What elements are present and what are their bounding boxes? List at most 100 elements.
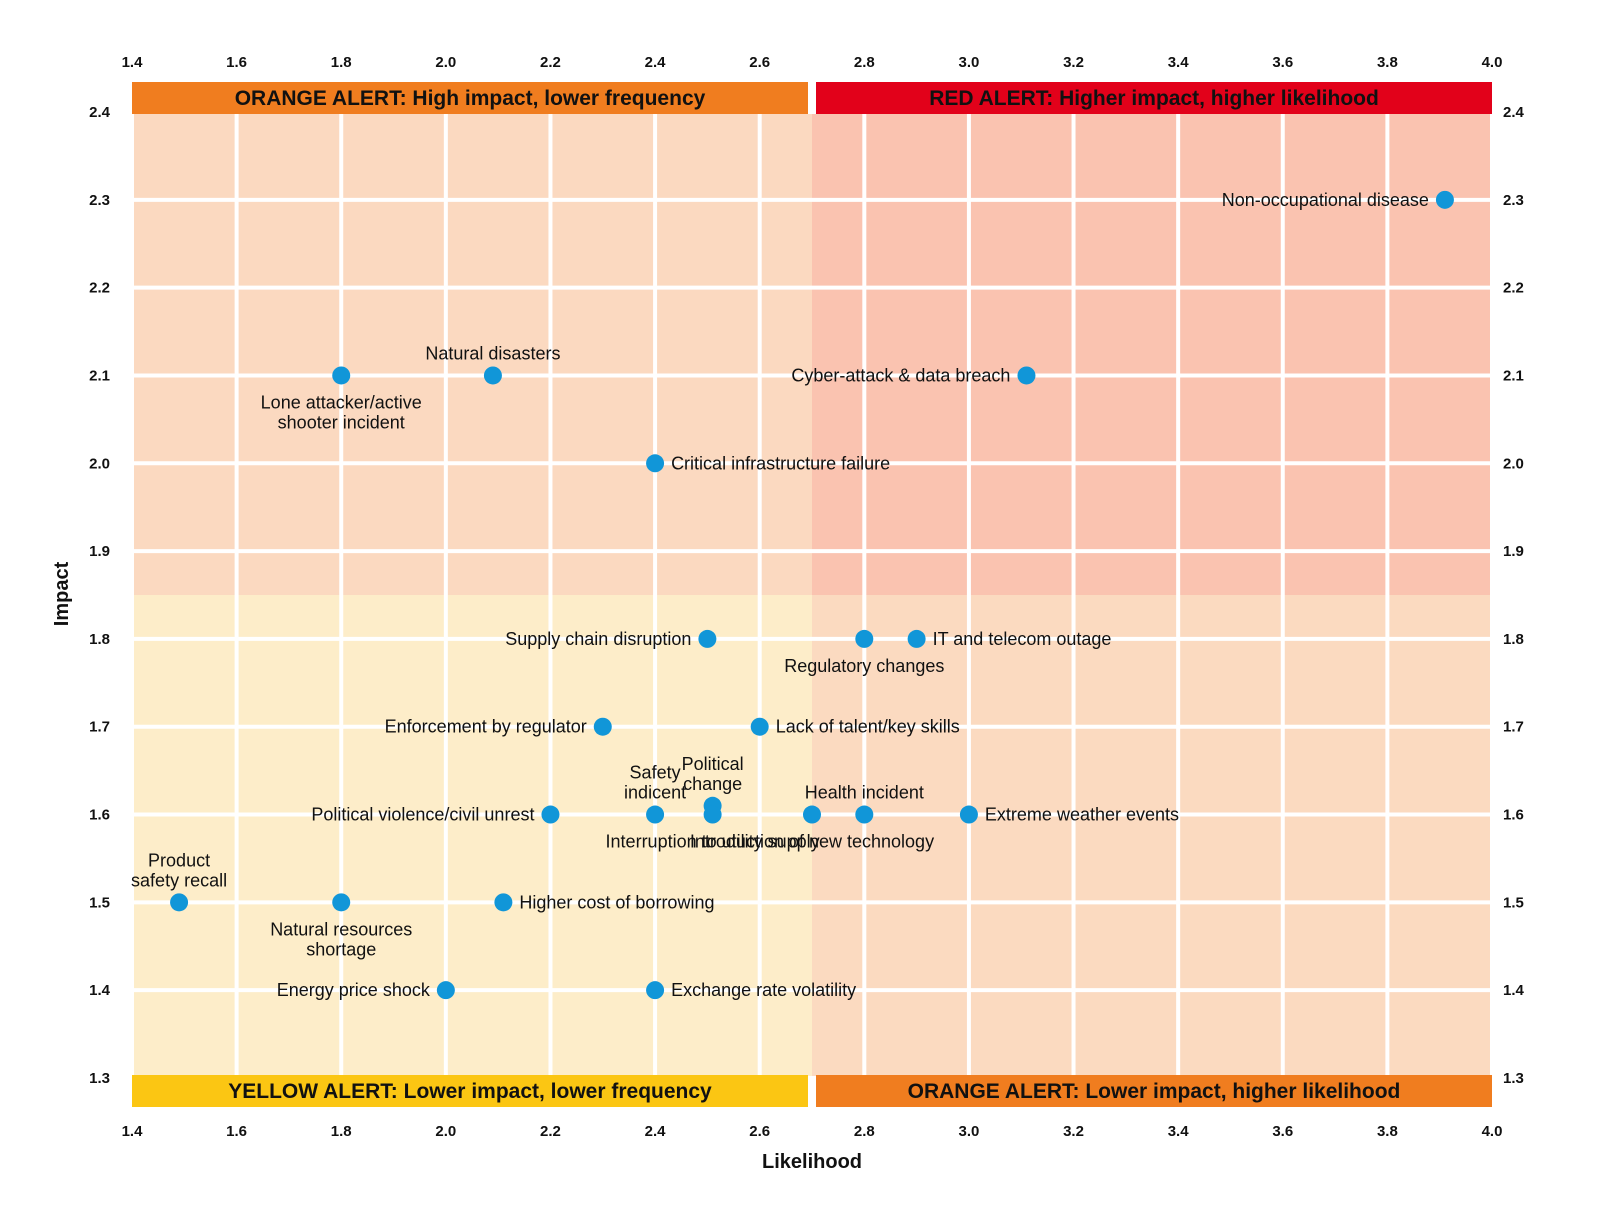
y-tick-label-right: 1.7: [1503, 719, 1524, 736]
data-point: [750, 717, 769, 736]
quadrant-top-right: [812, 112, 1492, 595]
x-tick-label-top: 3.6: [1272, 54, 1293, 71]
y-tick-label-left: 1.4: [89, 982, 111, 999]
y-tick-label-right: 1.8: [1503, 631, 1524, 648]
y-tick-label-left: 1.6: [89, 807, 110, 824]
quadrant-bottom-right: [812, 595, 1492, 1078]
quadrant-bottom-left: [132, 595, 812, 1078]
data-point-label-line: Political violence/civil unrest: [311, 805, 534, 825]
data-point-label-line: indicent: [624, 783, 686, 803]
y-tick-label-right: 2.1: [1503, 367, 1524, 384]
data-point: [646, 805, 665, 824]
data-point: [803, 805, 821, 824]
data-point-label: Enforcement by regulator: [385, 717, 587, 737]
x-tick-label-bottom: 4.0: [1482, 1123, 1503, 1140]
data-point: [332, 893, 351, 912]
data-point-label-line: Exchange rate volatility: [671, 980, 856, 1000]
data-point: [170, 893, 189, 912]
x-tick-label-top: 1.8: [331, 54, 352, 71]
data-point-label: Critical infrastructure failure: [671, 453, 890, 473]
data-point: [541, 805, 560, 824]
data-point-label: Product safety recall: [131, 850, 227, 890]
data-point-label-line: Political: [682, 754, 744, 774]
data-point-label-line: Energy price shock: [277, 980, 431, 1000]
data-points: Non-occupational disease Natural disaster…: [131, 190, 1454, 1000]
data-point-label: Higher cost of borrowing: [519, 892, 714, 912]
x-tick-label-bottom: 2.0: [435, 1123, 456, 1140]
alert-banner-text: ORANGE ALERT: High impact, lower frequen…: [235, 87, 706, 110]
x-tick-label-top: 3.2: [1063, 54, 1084, 71]
x-tick-label-top: 3.0: [958, 54, 979, 71]
data-point-label-line: Supply chain disruption: [505, 629, 691, 649]
y-tick-label-right: 2.2: [1503, 280, 1524, 297]
alert-banner-bottom-left: [132, 1075, 808, 1107]
x-tick-label-top: 2.2: [540, 54, 561, 71]
y-tick-label-right: 2.4: [1503, 104, 1525, 121]
data-point-label-line: shooter incident: [278, 412, 405, 432]
x-tick-label-top: 1.6: [226, 54, 247, 71]
data-point-label: Political violence/civil unrest: [311, 805, 534, 825]
y-tick-label-right: 2.3: [1503, 192, 1524, 209]
x-tick-label-bottom: 3.2: [1063, 1123, 1084, 1140]
data-point-label-line: Natural resources: [270, 919, 412, 939]
data-point-label: Supply chain disruption: [505, 629, 691, 649]
alert-banner-bottom-right: [816, 1075, 1492, 1107]
x-tick-label-bottom: 1.6: [226, 1123, 247, 1140]
data-point-label: Exchange rate volatility: [671, 980, 856, 1000]
data-point: [494, 893, 513, 912]
data-point: [1017, 366, 1036, 385]
y-tick-label-left: 1.9: [89, 543, 110, 560]
data-point-label-line: Product: [148, 850, 210, 870]
y-tick-label-left: 2.0: [89, 455, 110, 472]
x-tick-label-bottom: 3.4: [1168, 1123, 1190, 1140]
data-point-label-line: Introduction of new technology: [690, 832, 934, 852]
y-tick-label-left: 2.4: [89, 104, 111, 121]
data-point-label-line: Natural disasters: [425, 343, 560, 363]
data-point: [855, 805, 874, 824]
data-point-label-line: Critical infrastructure failure: [671, 453, 890, 473]
x-tick-label-bottom: 3.6: [1272, 1123, 1293, 1140]
data-point: [593, 717, 612, 736]
data-point-label-line: shortage: [306, 939, 376, 959]
x-tick-label-bottom: 3.0: [958, 1123, 979, 1140]
data-point-label-line: Lone attacker/active: [261, 392, 422, 412]
data-point: [855, 629, 874, 648]
alert-banner-text: RED ALERT: Higher impact, higher likelih…: [929, 87, 1379, 110]
y-tick-label-left: 2.3: [89, 192, 110, 209]
data-point-label: Extreme weather events: [985, 805, 1179, 825]
x-tick-label-top: 2.4: [645, 54, 667, 71]
y-tick-label-right: 1.6: [1503, 807, 1524, 824]
data-point-label-line: Lack of talent/key skills: [776, 717, 960, 737]
data-point-label: IT and telecom outage: [933, 629, 1112, 649]
data-point-label-line: Health incident: [805, 783, 924, 803]
x-tick-label-bottom: 2.2: [540, 1123, 561, 1140]
data-point-label: Interruption to utility supply: [606, 832, 820, 852]
quadrant-top-left: [132, 112, 812, 595]
alert-banner-text: ORANGE ALERT: Lower impact, higher likel…: [908, 1080, 1401, 1103]
data-point-label-line: Cyber-attack & data breach: [791, 365, 1010, 385]
data-point-label: Regulatory changes: [784, 656, 944, 676]
axis-ticks: 1.4 1.4 1.6 1.6 1.8 1.8 2.0 2.0 2.2 2.2 2.4 2.4 2.6 2…: [89, 54, 1524, 1140]
quadrant-backgrounds: [132, 112, 1492, 1078]
data-point-label-line: Enforcement by regulator: [385, 717, 587, 737]
data-point-label: Energy price shock: [277, 980, 431, 1000]
x-tick-label-top: 2.6: [749, 54, 770, 71]
y-tick-label-left: 2.2: [89, 280, 110, 297]
data-point: [483, 366, 502, 385]
x-tick-label-top: 2.8: [854, 54, 875, 71]
y-tick-label-right: 1.4: [1503, 982, 1525, 999]
x-axis-title: Likelihood: [762, 1151, 862, 1173]
data-point-label-line: IT and telecom outage: [933, 629, 1112, 649]
data-point-label-line: safety recall: [131, 870, 227, 890]
data-point: [646, 981, 665, 1000]
x-tick-label-bottom: 2.8: [854, 1123, 875, 1140]
data-point: [703, 805, 722, 824]
data-point: [959, 805, 978, 824]
y-axis-title: Impact: [51, 561, 73, 626]
x-tick-label-top: 3.8: [1377, 54, 1398, 71]
data-point-label-line: Higher cost of borrowing: [519, 892, 714, 912]
y-tick-label-right: 1.3: [1503, 1070, 1524, 1087]
y-tick-label-right: 2.0: [1503, 455, 1524, 472]
x-tick-label-top: 3.4: [1168, 54, 1190, 71]
